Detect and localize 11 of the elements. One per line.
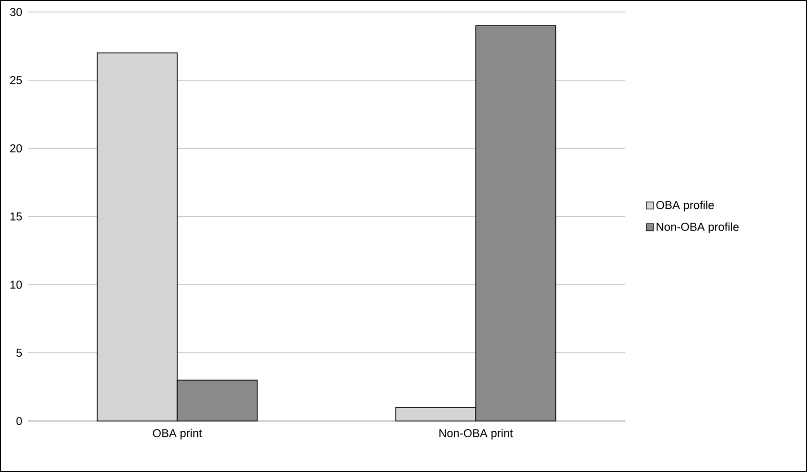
- legend-label: Non-OBA profile: [656, 222, 739, 234]
- x-tick-label: Non-OBA print: [439, 428, 513, 440]
- y-tick-label: 15: [10, 212, 22, 220]
- y-tick-label: 25: [10, 76, 22, 84]
- x-tick-label: OBA print: [152, 428, 202, 440]
- legend-label: OBA profile: [656, 200, 714, 212]
- y-tick-label: 5: [16, 348, 22, 357]
- y-tick-label: 30: [10, 8, 22, 16]
- y-tick-label: 10: [10, 280, 22, 289]
- y-tick-label: 0: [16, 416, 22, 426]
- y-tick-label: 20: [10, 144, 22, 152]
